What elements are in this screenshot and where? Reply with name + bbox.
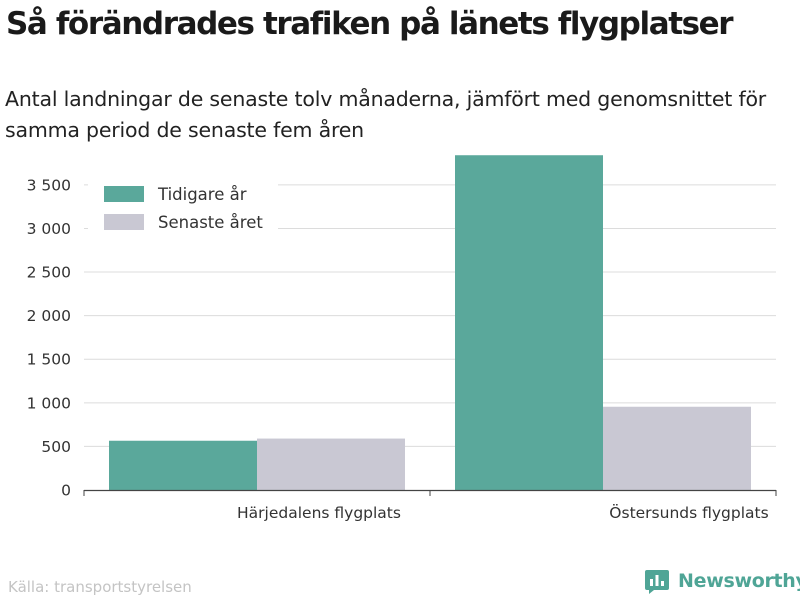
x-category-label: Östersunds flygplats — [609, 503, 768, 522]
bars — [109, 155, 751, 490]
brand-logo: Newsworthy — [644, 568, 800, 594]
bar-chart: 0 500 1 000 1 500 2 000 2 500 3 000 3 500 Härje… — [27, 155, 777, 522]
chart-subtitle: Antal landningar de senaste tolv månader… — [5, 87, 767, 142]
legend-label: Tidigare år — [157, 185, 247, 204]
chart-title: Så förändrades trafiken på länets flygpl… — [6, 6, 734, 42]
bar — [603, 406, 751, 490]
legend-label: Senaste året — [158, 213, 263, 232]
y-tick-label: 0 — [61, 482, 71, 500]
source-note: Källa: transportstyrelsen — [8, 578, 192, 596]
legend-swatch — [104, 186, 144, 202]
y-tick-label: 3 500 — [27, 176, 71, 194]
y-tick-label: 2 000 — [27, 307, 71, 325]
legend: Tidigare år Senaste året — [88, 178, 278, 240]
x-axis: Härjedalens flygplats Östersunds flygplat… — [83, 489, 777, 522]
brand-name: Newsworthy — [678, 570, 800, 592]
y-tick-label: 3 000 — [27, 220, 71, 238]
y-tick-label: 1 500 — [27, 351, 71, 369]
bar-chart-icon — [645, 570, 669, 594]
legend-swatch — [104, 214, 144, 230]
x-category-label: Härjedalens flygplats — [237, 504, 401, 522]
y-axis: 0 500 1 000 1 500 2 000 2 500 3 000 3 500 — [27, 176, 71, 499]
y-tick-label: 2 500 — [27, 264, 71, 282]
bar — [455, 155, 603, 490]
bar — [257, 438, 405, 490]
y-tick-label: 500 — [41, 438, 71, 456]
bar — [109, 440, 257, 490]
y-tick-label: 1 000 — [27, 394, 71, 412]
